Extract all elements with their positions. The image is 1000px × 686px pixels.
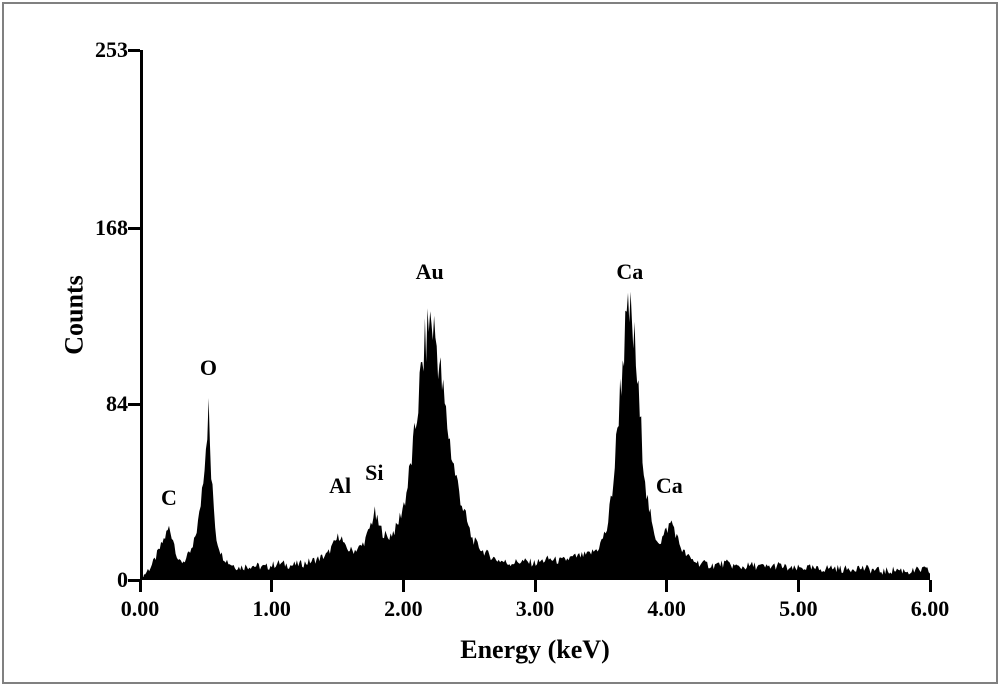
x-tick-label: 4.00 <box>647 596 686 622</box>
x-tick-label: 6.00 <box>911 596 950 622</box>
x-tick <box>534 580 537 592</box>
x-tick-label: 1.00 <box>252 596 291 622</box>
x-tick-label: 3.00 <box>516 596 555 622</box>
y-tick <box>128 579 140 582</box>
peak-label-o: O <box>200 355 217 381</box>
x-tick <box>929 580 932 592</box>
peak-label-si: Si <box>365 460 383 486</box>
y-tick <box>128 403 140 406</box>
spectrum-path <box>140 50 930 580</box>
x-tick-label: 2.00 <box>384 596 423 622</box>
plot-area: 0.001.002.003.004.005.006.00 084168253 E… <box>140 50 930 580</box>
x-tick <box>797 580 800 592</box>
y-tick <box>128 227 140 230</box>
y-tick-label: 0 <box>78 567 128 593</box>
peak-label-ca: Ca <box>656 473 683 499</box>
x-tick <box>270 580 273 592</box>
x-tick <box>665 580 668 592</box>
x-tick <box>402 580 405 592</box>
y-tick <box>128 49 140 52</box>
x-tick <box>139 580 142 592</box>
x-tick-label: 5.00 <box>779 596 818 622</box>
y-tick-label: 84 <box>78 391 128 417</box>
x-tick-label: 0.00 <box>121 596 160 622</box>
peak-label-al: Al <box>329 473 351 499</box>
peak-label-c: C <box>161 485 177 511</box>
eds-spectrum-chart: 0.001.002.003.004.005.006.00 084168253 E… <box>70 20 950 660</box>
y-tick-label: 168 <box>78 215 128 241</box>
y-axis-title: Counts <box>60 275 90 354</box>
peak-label-ca: Ca <box>616 259 643 285</box>
peak-label-au: Au <box>416 259 444 285</box>
x-axis-title: Energy (keV) <box>460 635 609 665</box>
y-tick-label: 253 <box>78 37 128 63</box>
